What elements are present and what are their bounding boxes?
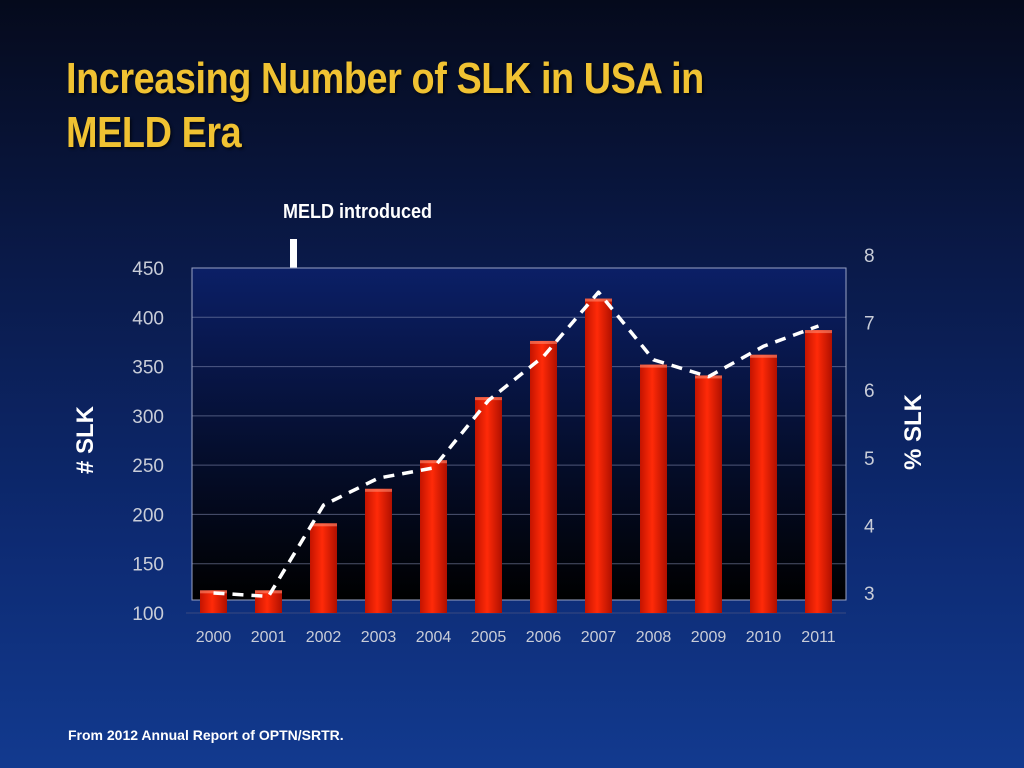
x-tick-label-2000: 2000 [196, 629, 232, 646]
x-tick-label-2004: 2004 [416, 629, 452, 646]
bar-highlight [530, 340, 557, 344]
x-tick-label-2008: 2008 [636, 629, 672, 646]
bar-2000 [200, 590, 227, 613]
y-tick-label-right: 8 [864, 246, 875, 267]
bar-highlight [805, 330, 832, 334]
bar-2003 [365, 488, 392, 613]
x-tick-label-2005: 2005 [471, 629, 507, 646]
y-tick-label-left: 400 [132, 308, 164, 329]
bar-2005 [475, 397, 502, 613]
y-tick-label-right: 4 [864, 516, 875, 537]
y-tick-label-right: 5 [864, 449, 875, 470]
bar-2002 [310, 523, 337, 613]
bar-2009 [695, 375, 722, 613]
bar-2004 [420, 460, 447, 613]
bar-highlight [585, 298, 612, 302]
y-tick-label-left: 150 [132, 555, 164, 576]
bar-highlight [310, 523, 337, 527]
y-tick-label-left: 200 [132, 505, 164, 526]
y-tick-label-right: 6 [864, 381, 875, 402]
x-tick-label-2002: 2002 [306, 629, 342, 646]
x-tick-label-2009: 2009 [691, 629, 727, 646]
x-tick-label-2007: 2007 [581, 629, 617, 646]
bar-2008 [640, 364, 667, 613]
y-tick-label-left: 450 [132, 259, 164, 280]
plot-border [191, 267, 847, 601]
y-tick-label-right: 3 [864, 584, 875, 605]
y-tick-label-left: 100 [132, 604, 164, 625]
bar-highlight [365, 488, 392, 492]
percent-slk-line [213, 290, 820, 599]
x-tick-label-2010: 2010 [746, 629, 782, 646]
y-tick-label-left: 300 [132, 407, 164, 428]
y-tick-label-left: 250 [132, 456, 164, 477]
bar-highlight [750, 354, 777, 358]
bar-highlight [420, 460, 447, 464]
x-tick-label-2006: 2006 [526, 629, 562, 646]
bar-2010 [750, 354, 777, 613]
y-tick-label-right: 7 [864, 314, 875, 335]
bar-highlight [200, 590, 227, 594]
bar-2007 [585, 298, 612, 613]
source-footnote: From 2012 Annual Report of OPTN/SRTR. [68, 727, 344, 743]
x-tick-label-2003: 2003 [361, 629, 397, 646]
x-tick-label-2001: 2001 [251, 629, 287, 646]
plot-area [192, 268, 846, 600]
y-tick-label-left: 350 [132, 358, 164, 379]
bar-highlight [255, 590, 282, 594]
slide-title: Increasing Number of SLK in USA in MELD … [66, 54, 704, 157]
bar-2011 [805, 330, 832, 613]
bar-highlight [640, 364, 667, 368]
meld-introduced-label: MELD introduced [283, 201, 432, 223]
x-tick-label-2011: 2011 [801, 629, 836, 646]
bar-2006 [530, 340, 557, 613]
